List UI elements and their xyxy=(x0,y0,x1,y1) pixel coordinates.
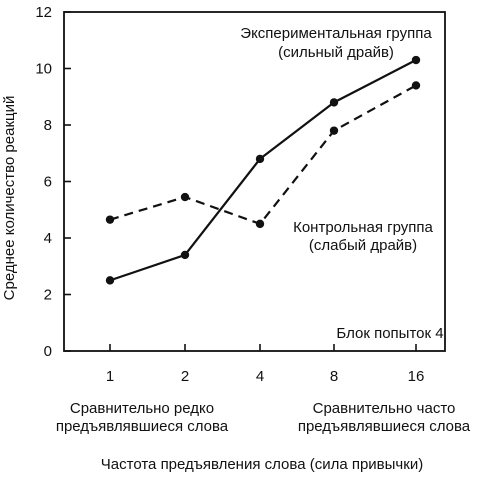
x-tick-label: 8 xyxy=(330,368,338,385)
control-group-label: Контрольная группа xyxy=(293,219,433,236)
x-tick-label: 2 xyxy=(181,368,189,385)
y-tick-label: 4 xyxy=(44,230,52,247)
control-group-sublabel: (слабый драйв) xyxy=(309,237,417,254)
experimental-group-sublabel: (сильный драйв) xyxy=(278,44,394,61)
experimental-series-point xyxy=(411,55,421,65)
y-axis-title: Среднее количество реакций xyxy=(1,96,18,301)
y-tick-label: 12 xyxy=(35,4,52,21)
left-caption-line1: Сравнительно редко xyxy=(70,400,214,417)
control-series-point xyxy=(105,215,115,224)
control-series-point xyxy=(411,81,421,90)
plot-frame xyxy=(63,11,446,352)
left-caption-line2: предъявлявшиеся слова xyxy=(56,418,229,435)
experimental-series-point xyxy=(105,276,115,285)
control-series-point xyxy=(255,219,265,229)
experimental-series-point xyxy=(329,98,339,107)
right-caption-line2: предъявлявшиеся слова xyxy=(298,418,471,435)
x-axis-title: Частота предъявления слова (сила привычк… xyxy=(101,456,423,473)
x-tick-label: 1 xyxy=(106,368,114,385)
y-tick-label: 6 xyxy=(44,174,52,191)
y-tick-label: 2 xyxy=(44,287,52,304)
y-tick-label: 10 xyxy=(35,61,52,78)
experimental-group-label: Экспериментальная группа xyxy=(240,25,432,42)
y-tick-label: 0 xyxy=(44,343,52,360)
control-series-line xyxy=(109,84,417,225)
y-tick-label: 8 xyxy=(44,117,52,134)
x-tick-label: 16 xyxy=(408,368,425,385)
x-tick-label: 4 xyxy=(256,368,264,385)
right-caption-line1: Сравнительно часто xyxy=(313,400,456,417)
control-series-point xyxy=(180,192,190,202)
block-label: Блок попыток 4 xyxy=(336,325,443,342)
experimental-series-point xyxy=(180,250,190,260)
control-series-point xyxy=(329,126,339,135)
experimental-series-point xyxy=(255,154,265,164)
